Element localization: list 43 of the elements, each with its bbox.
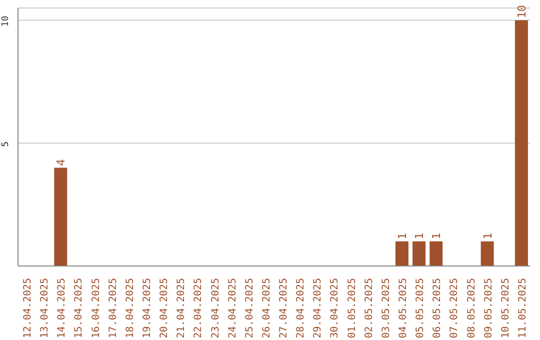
x-tick-label: 08.05.2025: [466, 278, 478, 338]
bar: [430, 241, 443, 266]
x-tick-label: 01.05.2025: [346, 278, 358, 338]
bar: [514, 20, 528, 266]
bar: [395, 241, 408, 266]
data-label: 1: [430, 232, 444, 240]
x-tick-label: 19.04.2025: [142, 278, 153, 338]
x-tick-label: 12.04.2025: [22, 278, 34, 338]
x-tick-label: 18.04.2025: [124, 278, 136, 338]
x-tick-label: 29.04.2025: [312, 278, 324, 338]
data-label: 1: [481, 232, 494, 240]
x-tick-label: 14.04.2025: [56, 278, 68, 338]
x-tick-label: 27.04.2025: [278, 278, 290, 338]
bar: [54, 168, 68, 266]
data-label: 1: [413, 232, 426, 240]
x-tick-label: 24.04.2025: [227, 278, 238, 338]
x-tick-label: 28.04.2025: [296, 278, 307, 338]
data-label: 10: [515, 5, 528, 18]
bar: [480, 241, 494, 266]
bar: [412, 241, 426, 266]
x-tick-label: 07.05.2025: [449, 278, 460, 338]
x-tick-label: 17.04.2025: [108, 278, 119, 338]
data-label: 4: [54, 158, 68, 166]
x-tick-label: 30.04.2025: [330, 278, 341, 338]
x-tick-label: 16.04.2025: [90, 278, 102, 338]
x-tick-label: 23.04.2025: [210, 278, 222, 338]
x-tick-label: 20.04.2025: [159, 278, 170, 338]
x-tick-label: 15.04.2025: [74, 278, 85, 338]
x-tick-label: 26.04.2025: [261, 278, 272, 338]
x-tick-label: 10.05.2025: [500, 278, 512, 338]
data-label: 1: [396, 232, 409, 240]
x-tick-label: 22.04.2025: [193, 278, 204, 338]
x-tick-label: 21.04.2025: [176, 278, 188, 338]
x-tick-label: 06.05.2025: [432, 278, 444, 338]
x-tick-label: 02.05.2025: [364, 278, 375, 338]
x-tick-label: 05.05.2025: [415, 278, 426, 338]
x-tick-label: 13.04.2025: [40, 278, 51, 338]
x-tick-label: 03.05.2025: [380, 278, 392, 338]
x-tick-label: 25.04.2025: [244, 278, 256, 338]
x-tick-label: 11.05.2025: [517, 278, 528, 338]
x-tick-label: 09.05.2025: [483, 278, 494, 338]
x-tick-label: 04.05.2025: [398, 278, 409, 338]
y-tick-label: 5: [1, 141, 11, 147]
